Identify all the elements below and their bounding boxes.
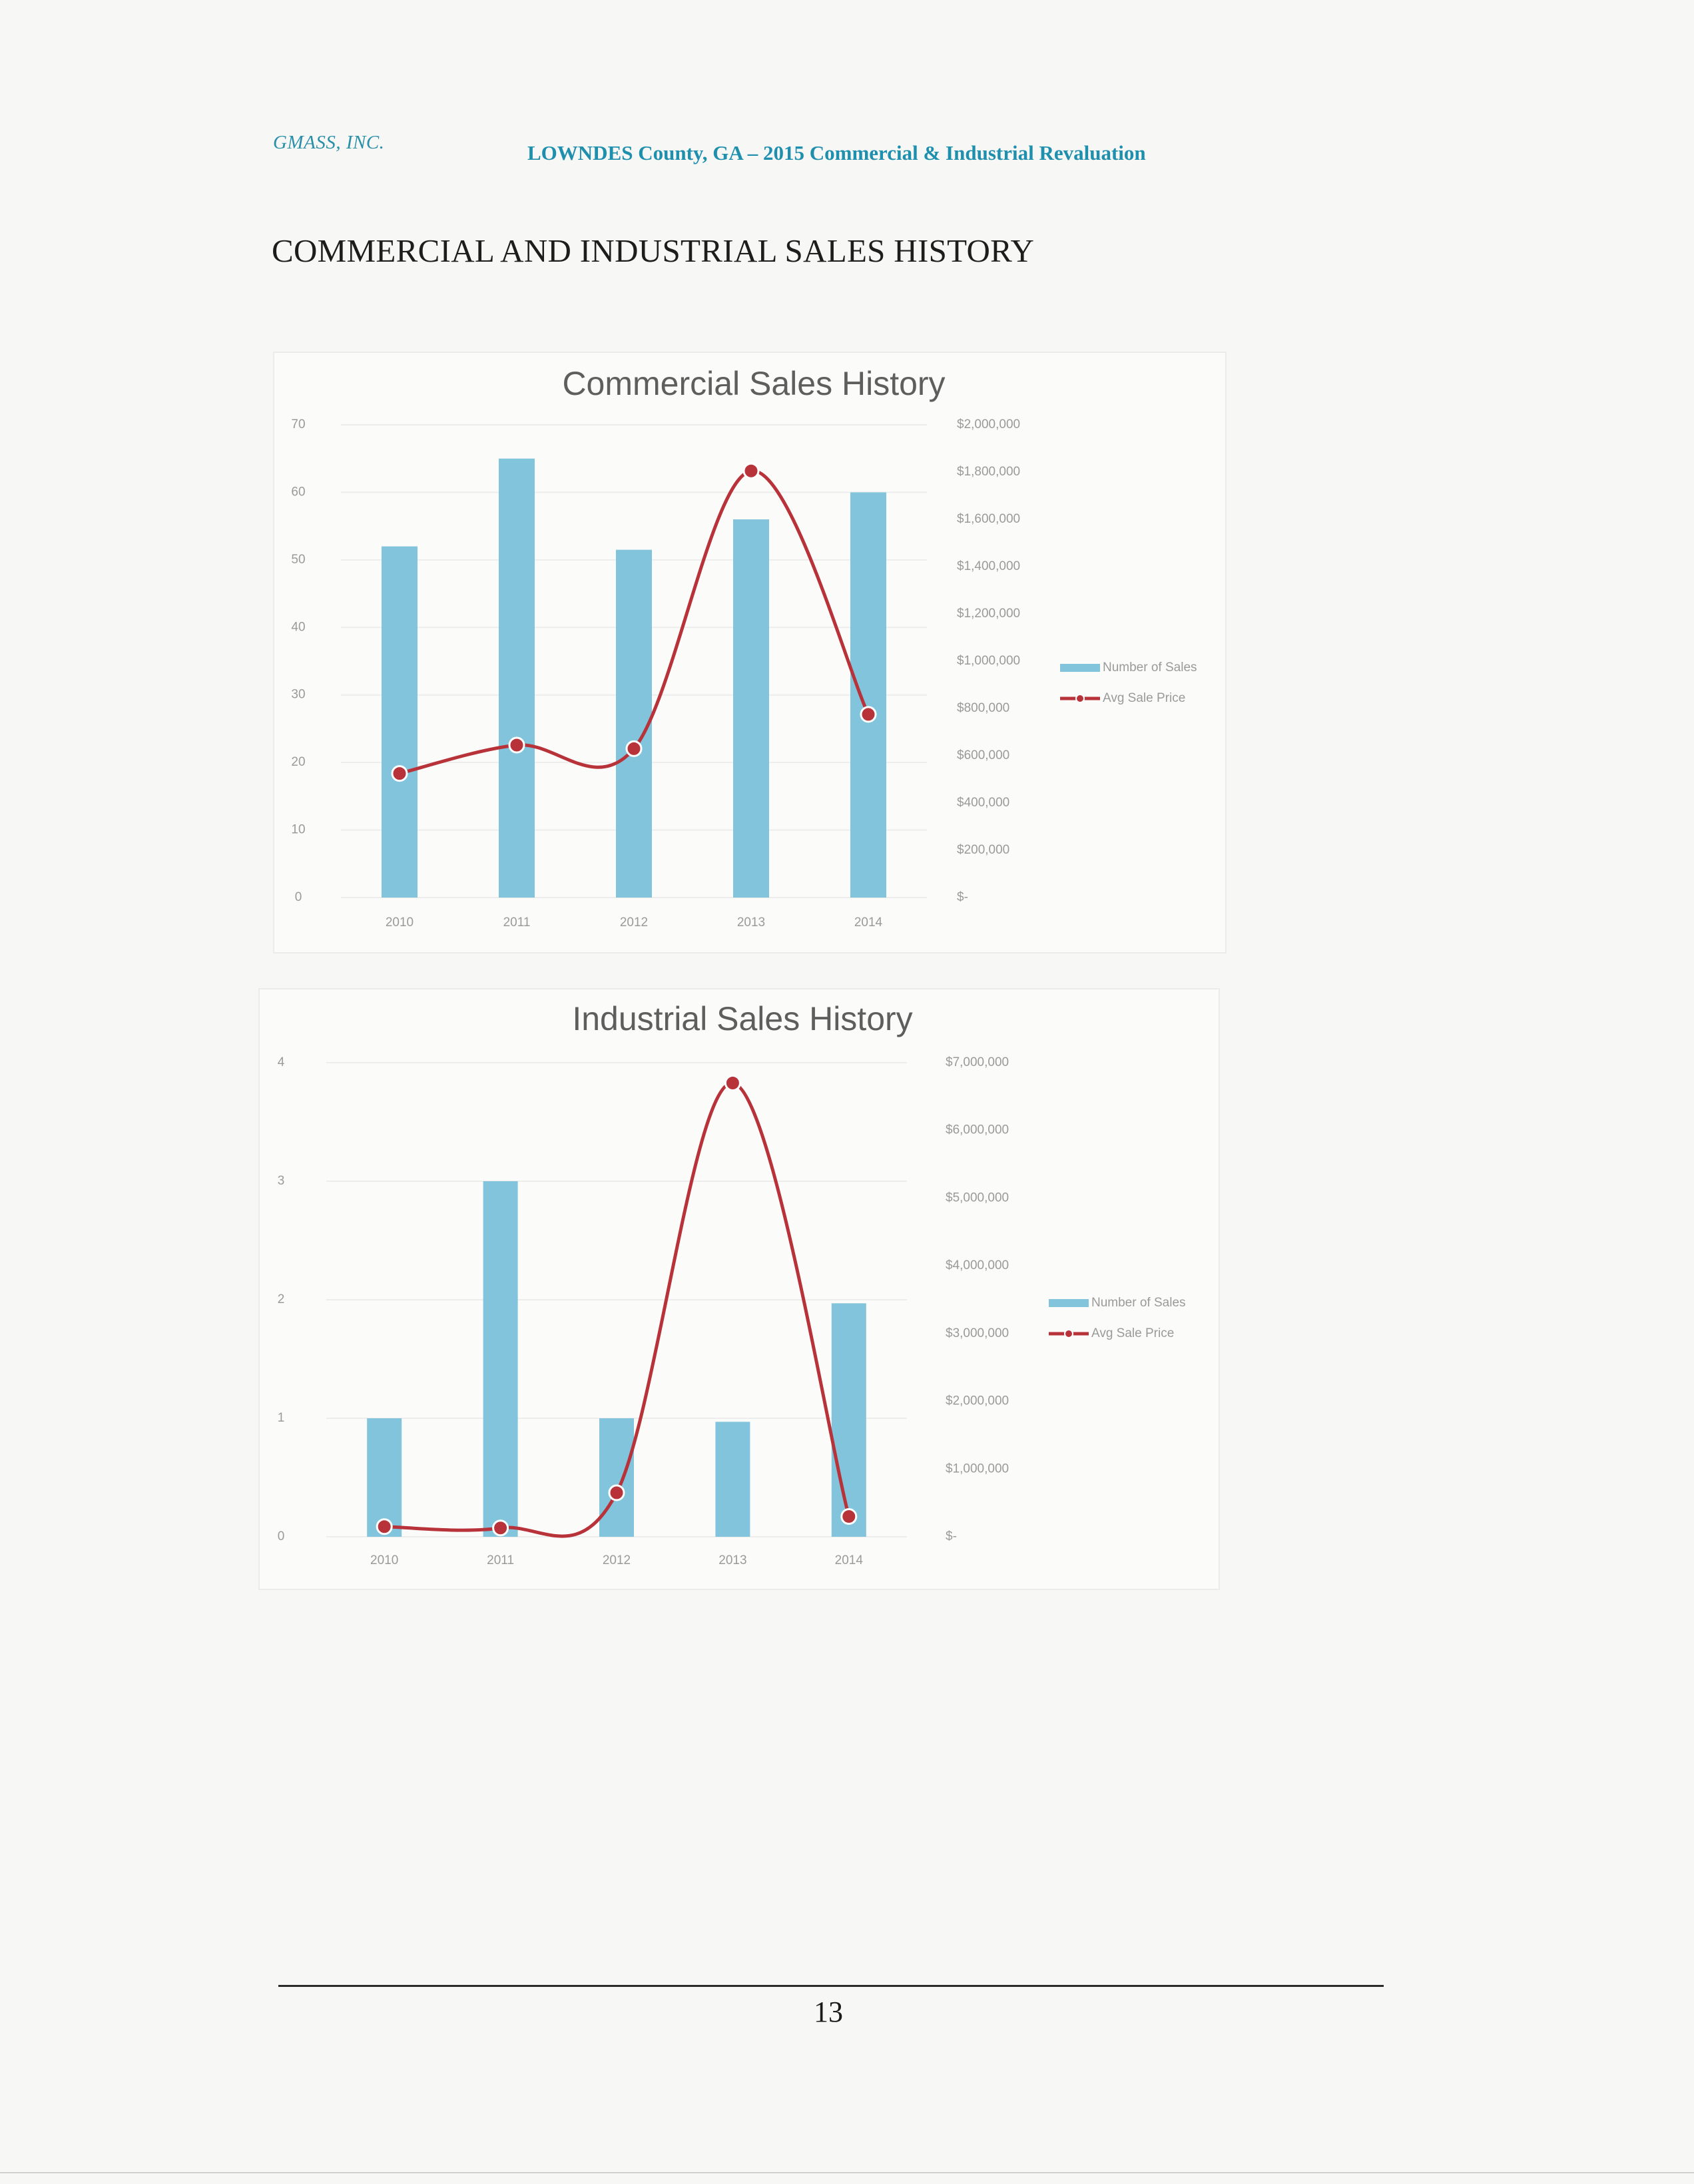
y2-tick-label: $400,000 [957,796,1009,810]
bar-2014 [850,492,886,898]
commercial-chart: Commercial Sales History 0 10 20 30 40 50 60 70 $… [273,352,1227,954]
y2-tick-label: $1,400,000 [957,559,1020,573]
y2-tick-label: $- [957,890,968,904]
avg-sale-price-point-2010 [391,765,408,782]
bar-2012 [616,549,652,898]
y-tick-label: 40 [291,620,305,634]
y-tick-label: 20 [291,755,305,769]
y2-tick-label: $2,000,000 [946,1394,1009,1408]
y2-tick-label: $600,000 [957,748,1009,762]
page-number: 13 [814,1996,843,2028]
legend-label-number-of-sales: Number of Sales [1103,661,1197,675]
industrial-chart-svg: Industrial Sales History 0 1 2 3 4 $- $1,000,00… [278,1000,1186,1567]
legend-swatch-marker [1064,1329,1073,1338]
x-tick-label: 2013 [737,916,765,930]
y-tick-label: 60 [291,485,305,499]
section-title: COMMERCIAL AND INDUSTRIAL SALES HISTORY [272,232,1035,269]
y-tick-label: 2 [278,1292,285,1306]
avg-sale-price-point-2010 [376,1518,393,1535]
chart-title: Commercial Sales History [562,365,945,402]
y2-tick-label: $5,000,000 [946,1191,1009,1205]
bar-2014 [831,1303,866,1537]
y-tick-label: 3 [278,1174,285,1188]
y2-tick-label: $7,000,000 [946,1055,1009,1069]
legend-swatch-number-of-sales [1060,664,1100,672]
y-tick-label: 30 [291,688,305,702]
y2-tick-label: $1,000,000 [957,654,1020,668]
avg-sale-price-point-2014 [840,1507,858,1525]
x-tick-label: 2011 [503,916,531,930]
bar-2013 [733,519,769,898]
y2-tick-label: $3,000,000 [946,1326,1009,1340]
x-tick-label: 2013 [718,1553,746,1567]
report-title: LOWNDES County, GA – 2015 Commercial & I… [527,141,1146,164]
avg-sale-price-point-2011 [492,1519,509,1537]
y-tick-label: 0 [278,1529,285,1543]
page-bottom-edge [0,2172,1694,2173]
company-name: GMASS, INC. [273,132,385,153]
x-tick-label: 2010 [370,1553,398,1567]
bar-2013 [715,1422,750,1537]
y2-tick-label: $6,000,000 [946,1123,1009,1137]
x-tick-label: 2011 [487,1553,514,1567]
y-tick-label: 1 [278,1411,285,1425]
x-tick-label: 2012 [603,1553,631,1567]
x-tick-label: 2014 [835,1553,864,1567]
y-tick-label: 10 [291,823,305,837]
footer-divider [278,1985,1384,1987]
legend-swatch-marker [1075,694,1085,703]
y-tick-label: 0 [295,890,302,904]
y2-tick-label: $200,000 [957,843,1009,857]
avg-sale-price-point-2014 [860,706,877,723]
chart-title: Industrial Sales History [572,1000,912,1037]
legend-label-avg-sale-price: Avg Sale Price [1091,1326,1174,1340]
x-tick-label: 2014 [854,916,883,930]
avg-sale-price-point-2013 [724,1075,741,1092]
legend-label-avg-sale-price: Avg Sale Price [1103,691,1185,705]
y2-tick-label: $1,600,000 [957,512,1020,526]
avg-sale-price-point-2011 [508,736,525,754]
x-tick-label: 2010 [386,916,414,930]
industrial-chart: Industrial Sales History 0 1 2 3 4 $- $1,000,00… [258,988,1220,1590]
x-tick-label: 2012 [620,916,648,930]
y-tick-label: 70 [291,417,305,431]
y-tick-label: 50 [291,553,305,567]
y2-tick-label: $800,000 [957,701,1009,715]
y2-tick-label: $- [946,1529,957,1543]
y2-tick-label: $4,000,000 [946,1258,1009,1272]
legend-label-number-of-sales: Number of Sales [1091,1296,1186,1310]
y2-tick-label: $1,200,000 [957,607,1020,621]
bar-2012 [599,1418,634,1537]
avg-sale-price-point-2012 [625,740,643,757]
y2-tick-label: $1,000,000 [946,1462,1009,1476]
avg-sale-price-point-2013 [742,462,760,479]
bar-2011 [499,458,535,898]
y2-tick-label: $1,800,000 [957,465,1020,479]
legend-swatch-number-of-sales [1049,1299,1089,1307]
avg-sale-price-point-2012 [608,1484,625,1502]
avg-sale-price-line [399,469,870,776]
y2-tick-label: $2,000,000 [957,417,1020,431]
commercial-chart-svg: Commercial Sales History 0 10 20 30 40 50 60 70 $… [291,365,1197,930]
bar-2010 [382,546,418,898]
y-tick-label: 4 [278,1055,285,1069]
bar-2011 [483,1181,518,1537]
bar-2010 [367,1418,402,1537]
